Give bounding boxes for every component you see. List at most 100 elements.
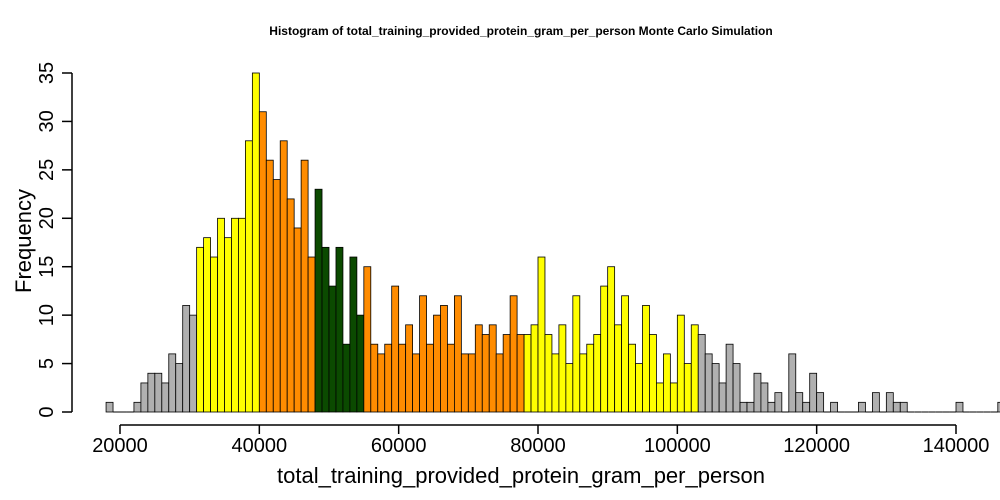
x-tick-label: 140000 — [923, 435, 990, 457]
histogram-bar — [426, 343, 434, 413]
histogram-bar — [272, 179, 281, 413]
histogram-bar — [802, 401, 811, 413]
histogram-bar — [614, 324, 623, 413]
histogram-bar — [453, 295, 462, 413]
histogram-bar — [899, 401, 908, 413]
histogram-bar — [217, 217, 225, 413]
histogram-bar — [203, 237, 211, 413]
histogram-bar — [690, 324, 699, 413]
histogram-bar — [356, 314, 365, 413]
histogram-bar — [154, 372, 163, 413]
histogram-bar — [251, 72, 260, 413]
histogram-bar — [391, 285, 400, 413]
histogram-bar — [739, 401, 748, 413]
histogram-bar — [412, 353, 420, 413]
histogram-bar — [405, 324, 413, 413]
histogram-bar — [858, 401, 866, 413]
histogram-bar — [419, 295, 427, 413]
histogram-bar — [572, 295, 581, 413]
histogram-bar — [133, 401, 142, 413]
histogram-bar — [656, 382, 664, 413]
histogram-bar — [767, 401, 776, 413]
histogram-bar — [642, 305, 650, 413]
histogram-bar — [872, 392, 880, 413]
histogram-bar — [307, 256, 316, 413]
histogram-bar — [460, 353, 469, 413]
histogram-bar — [509, 295, 518, 413]
y-axis: 0 5 10 15 20 25 30 35 — [36, 62, 73, 418]
histogram-bar — [335, 246, 344, 413]
histogram-bar — [544, 334, 553, 413]
x-tick-label: 100000 — [644, 435, 711, 457]
histogram-bar — [140, 382, 149, 413]
histogram-bar — [621, 295, 629, 413]
y-tick-label: 15 — [36, 256, 58, 278]
histogram-bar — [168, 353, 177, 413]
histogram-bar — [210, 256, 218, 413]
histogram-bar — [795, 392, 804, 413]
histogram-bar — [732, 363, 741, 413]
histogram-bar — [300, 159, 309, 413]
x-tick-label: 20000 — [92, 435, 148, 457]
x-tick-label: 120000 — [783, 435, 850, 457]
histogram-bar — [697, 334, 706, 413]
histogram-bar — [579, 353, 588, 413]
histogram-bar — [593, 334, 602, 413]
histogram-bar — [440, 305, 448, 413]
histogram-bar — [816, 392, 825, 413]
y-tick-label: 35 — [36, 62, 58, 84]
histogram-bar — [161, 382, 170, 413]
y-tick-label: 10 — [36, 304, 58, 326]
histogram-bar — [669, 382, 678, 413]
histogram-bar — [433, 314, 441, 413]
y-tick-label: 5 — [36, 358, 58, 369]
histogram-bar — [809, 372, 818, 413]
histogram-bar — [488, 324, 497, 413]
histogram-bar — [447, 343, 455, 413]
histogram-bar — [265, 159, 274, 413]
histogram-bar — [711, 363, 720, 413]
y-axis-label: Frequency — [11, 189, 36, 293]
histogram-bar — [635, 363, 643, 413]
histogram-bar — [286, 198, 295, 413]
histogram-bar — [530, 324, 539, 413]
histogram-bar — [363, 266, 372, 413]
histogram-bar — [293, 227, 302, 413]
histogram-bar — [774, 392, 783, 413]
histogram-bar — [258, 111, 267, 413]
histogram-bar — [398, 343, 407, 413]
histogram-bar — [558, 324, 567, 413]
histogram-bar — [516, 334, 525, 413]
y-tick-label: 0 — [36, 406, 58, 417]
histogram-bar — [997, 401, 1000, 413]
histogram-bar — [349, 256, 358, 413]
histogram-bar — [370, 343, 379, 413]
histogram-bar — [105, 401, 114, 413]
x-tick-label: 60000 — [371, 435, 427, 457]
histogram-bar — [231, 217, 239, 413]
histogram-bar — [551, 353, 560, 413]
histogram-bars — [105, 72, 1000, 413]
histogram-bar — [600, 285, 609, 413]
histogram-bar — [718, 382, 727, 413]
histogram-bar — [683, 363, 692, 413]
histogram-bar — [663, 353, 671, 413]
x-tick-label: 40000 — [232, 435, 288, 457]
histogram-bar — [830, 401, 838, 413]
histogram-bar — [224, 237, 232, 413]
histogram-bar — [502, 334, 511, 413]
histogram-bar — [649, 334, 657, 413]
histogram-bar — [586, 343, 595, 413]
y-tick-label: 30 — [36, 110, 58, 132]
histogram-bar — [244, 140, 253, 413]
histogram-bar — [384, 343, 393, 413]
histogram-bar — [676, 314, 685, 413]
histogram-bar — [474, 324, 483, 413]
histogram-bar — [196, 246, 204, 413]
histogram-bar — [607, 266, 616, 413]
histogram-bar — [704, 353, 713, 413]
histogram-bar — [885, 392, 894, 413]
histogram-bar — [328, 285, 337, 413]
histogram-bar — [189, 314, 198, 413]
histogram-bar — [565, 363, 574, 413]
